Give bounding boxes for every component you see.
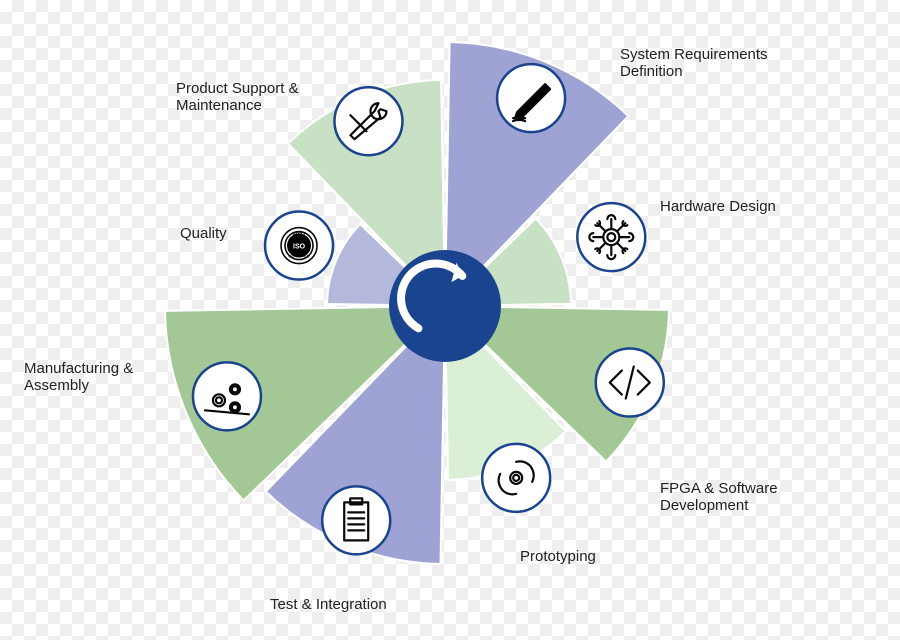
label-requirements: System RequirementsDefinition bbox=[620, 46, 768, 81]
label-mfg: Manufacturing &Assembly bbox=[24, 360, 133, 395]
mfg-icon-badge bbox=[193, 362, 261, 430]
label-quality: Quality bbox=[180, 225, 227, 242]
fpga-icon-badge bbox=[596, 349, 664, 417]
quality-icon-badge: 9001 ISO CERTIFIED bbox=[265, 212, 333, 280]
proto-icon-badge bbox=[482, 444, 550, 512]
label-hardware: Hardware Design bbox=[660, 198, 776, 215]
label-proto: Prototyping bbox=[520, 548, 596, 565]
label-support: Product Support &Maintenance bbox=[176, 80, 299, 115]
test-icon-badge bbox=[322, 486, 390, 554]
requirements-icon-badge bbox=[497, 64, 565, 132]
support-icon-badge bbox=[334, 87, 402, 155]
hardware-icon-badge bbox=[577, 203, 645, 271]
label-test: Test & Integration bbox=[270, 596, 387, 613]
svg-text:CERTIFIED: CERTIFIED bbox=[289, 254, 310, 259]
radial-diagram: 9001 ISO CERTIFIED bbox=[0, 0, 900, 640]
svg-text:ISO: ISO bbox=[293, 244, 306, 251]
svg-text:9001: 9001 bbox=[292, 233, 306, 239]
label-fpga: FPGA & SoftwareDevelopment bbox=[660, 480, 778, 515]
